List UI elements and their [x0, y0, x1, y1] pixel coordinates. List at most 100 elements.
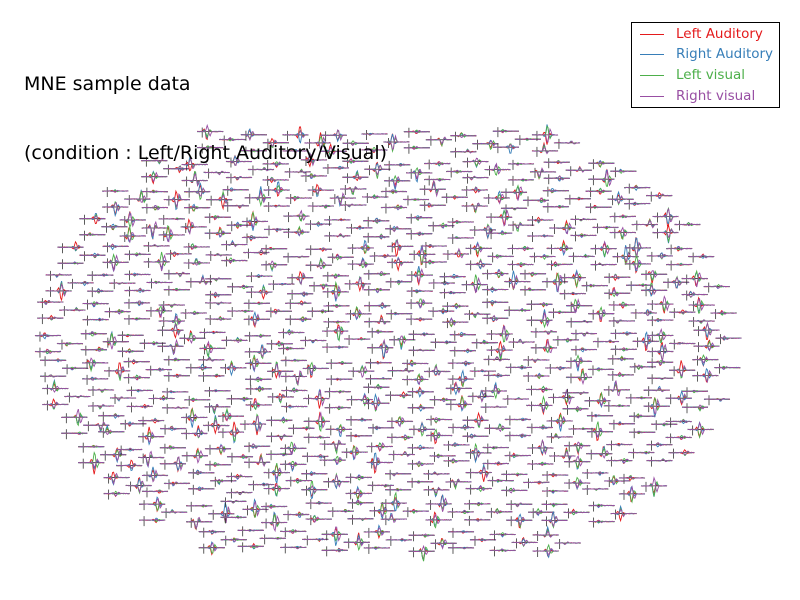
waveform-right-visual [465, 259, 492, 268]
waveform-right-visual [462, 175, 489, 181]
waveform-right-visual [542, 490, 569, 493]
waveform-right-visual [126, 404, 153, 409]
waveform-right-visual [278, 330, 305, 336]
waveform-left-visual [158, 317, 185, 326]
waveform-left-visual [423, 486, 450, 496]
legend-label-right-visual: Right visual [676, 88, 756, 104]
channel-axes [563, 508, 590, 519]
waveform-right-visual [461, 186, 488, 193]
waveform-right-visual [367, 483, 394, 487]
channel-axes [665, 417, 692, 428]
waveform-right-visual [388, 451, 415, 458]
channel-axes [322, 280, 349, 302]
waveform-right-visual [197, 123, 224, 137]
waveform-right-visual [180, 221, 207, 235]
waveform-right-visual [124, 287, 151, 293]
sensor-group [34, 331, 84, 358]
channel-axes [281, 386, 308, 397]
channel-axes [681, 403, 709, 414]
waveform-right-visual [531, 147, 559, 155]
waveform-right-visual [501, 473, 528, 476]
sensor-group [527, 438, 576, 470]
waveform-right-visual [98, 413, 125, 418]
waveform-right-visual [489, 533, 516, 536]
waveform-right-visual [450, 133, 477, 139]
waveform-right-visual [674, 222, 701, 227]
waveform-right-auditory [662, 280, 690, 289]
sensor-group [78, 442, 127, 475]
waveform-right-visual [203, 420, 230, 431]
waveform-right-visual [447, 375, 474, 384]
channel-axes [345, 473, 372, 484]
channel-axes [268, 280, 295, 291]
channel-axes [500, 204, 528, 215]
channel-axes [346, 392, 373, 407]
waveform-right-visual [714, 366, 741, 370]
waveform-right-visual [82, 301, 109, 306]
channel-axes [42, 398, 69, 411]
waveform-right-visual [380, 189, 408, 194]
waveform-right-visual [406, 289, 433, 293]
waveform-left-visual [486, 329, 513, 343]
channel-axes [197, 123, 224, 141]
channel-axes [64, 392, 91, 403]
waveform-right-visual [489, 548, 516, 553]
channel-axes [303, 388, 330, 409]
channel-axes [366, 442, 393, 453]
waveform-right-visual [504, 417, 532, 422]
waveform-right-visual [462, 434, 489, 439]
waveform-right-visual [116, 463, 143, 470]
channel-axes [586, 411, 614, 422]
sensor-group [590, 240, 639, 271]
waveform-right-visual [548, 311, 575, 314]
channel-axes [465, 442, 492, 464]
waveform-right-visual [103, 491, 130, 497]
channel-axes [566, 298, 593, 314]
waveform-right-visual [464, 518, 491, 523]
channel-axes [465, 258, 492, 271]
waveform-right-visual [383, 134, 410, 151]
sensor-group [163, 269, 213, 296]
channel-axes [383, 133, 410, 153]
waveform-right-visual [369, 506, 396, 518]
waveform-right-visual [526, 387, 553, 393]
channel-axes [409, 244, 436, 266]
waveform-right-visual [448, 425, 475, 430]
channel-axes [345, 485, 372, 501]
waveform-right-visual [692, 369, 719, 384]
channel-axes [408, 346, 435, 357]
channel-axes [244, 186, 271, 207]
waveform-right-visual [588, 519, 615, 524]
waveform-right-visual [442, 247, 469, 259]
channel-axes [246, 283, 273, 300]
waveform-right-visual [428, 223, 455, 228]
channel-axes [305, 245, 332, 256]
waveform-right-visual [227, 285, 254, 289]
channel-axes [217, 407, 245, 423]
waveform-right-visual [586, 427, 614, 439]
channel-axes [320, 129, 347, 143]
sensor-group [340, 185, 389, 212]
channel-axes [222, 185, 249, 196]
channel-axes [263, 225, 291, 236]
sensor-group [449, 330, 498, 357]
sensor-group [405, 213, 455, 240]
channel-axes [447, 233, 474, 244]
channel-axes [278, 328, 305, 339]
channel-axes [123, 189, 151, 206]
channel-axes [504, 415, 532, 426]
channel-axes [584, 391, 611, 409]
sensor-group [485, 208, 535, 240]
channel-axes [305, 220, 332, 231]
channel-axes [439, 288, 466, 299]
channel-axes [687, 252, 715, 263]
waveform-right-visual [608, 422, 636, 425]
channel-axes [674, 220, 701, 231]
sensor-group [283, 209, 332, 239]
waveform-left-visual [267, 393, 294, 404]
sensor-group [406, 298, 455, 326]
waveform-right-visual [445, 381, 473, 394]
legend-label-left-auditory: Left Auditory [676, 26, 763, 42]
waveform-right-visual [363, 302, 391, 309]
waveform-right-visual [123, 317, 151, 321]
